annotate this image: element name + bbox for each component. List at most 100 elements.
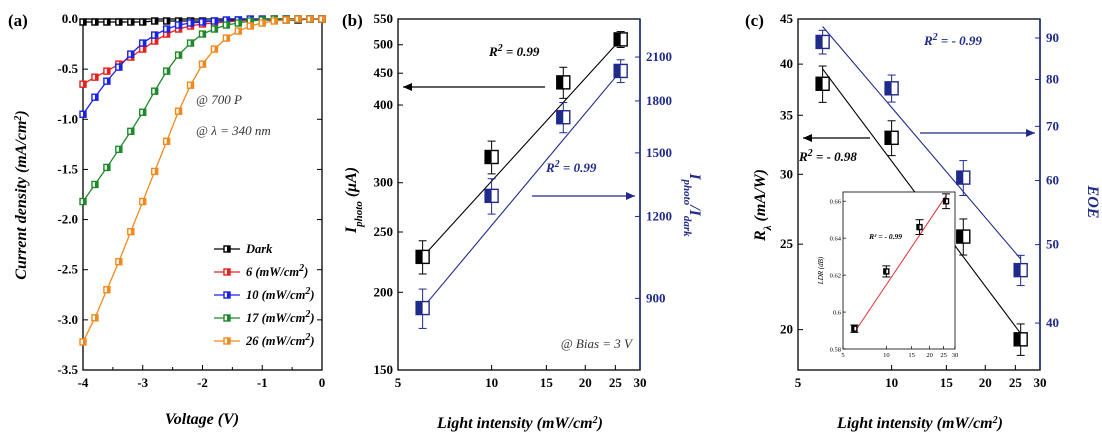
inset-x-tick-label: 5 (841, 352, 844, 359)
series-1-point-fill (94, 74, 98, 81)
x-tick-label: 15 (940, 375, 954, 390)
x-tick-label: -4 (78, 375, 89, 390)
y2-tick-label: 1500 (646, 145, 672, 160)
y-tick-label: 200 (374, 284, 394, 299)
y2-axis-label: EOE (1084, 185, 1101, 219)
y2-tick-label: 50 (1046, 237, 1059, 252)
x-tick-label: -1 (257, 375, 268, 390)
marker-right-fill (956, 171, 964, 185)
inset-frame (842, 191, 956, 350)
series-3-point-fill (83, 198, 86, 205)
y-tick-label: 450 (374, 65, 394, 80)
x-tick-label: 25 (1009, 375, 1023, 390)
inset-y-axis-label: LDR (dB) (817, 256, 825, 285)
series-4-point-fill (154, 168, 158, 175)
series-4-point-fill (262, 20, 266, 27)
arrow-right-axis-head (626, 192, 635, 200)
series-2-point-fill (226, 17, 230, 24)
x-tick-label: 10 (485, 375, 498, 390)
y2-tick-label: 80 (1046, 71, 1059, 86)
x-tick-label: -2 (197, 375, 208, 390)
series-0-point-fill (83, 19, 86, 26)
series-4-point-fill (250, 23, 254, 30)
inset-marker-fill (916, 224, 920, 230)
series-4-point-fill (286, 17, 290, 24)
marker-right-fill (416, 301, 423, 315)
series-1-point-fill (166, 31, 170, 38)
marker-left-fill (1014, 332, 1021, 346)
series-0-point-fill (142, 19, 146, 26)
series-3-point-fill (118, 146, 122, 153)
inset-fit-line (853, 195, 947, 333)
series-3-point-fill (190, 40, 194, 47)
plot-frame (397, 18, 641, 371)
y-axis-label: Rλ (mA/W) (752, 169, 774, 242)
y-tick-label: 150 (374, 362, 394, 377)
y2-tick-label: 900 (646, 290, 666, 305)
arrow-right-axis-head (1026, 129, 1035, 137)
y-tick-label: 250 (374, 224, 394, 239)
series-4-point-fill (130, 228, 134, 235)
y-tick-label: -2.5 (57, 262, 78, 277)
series-2-point-fill (106, 78, 110, 85)
panel-b: (b) 5 10 15 20 25 30 150 200 250 300 400 450 500 550 90… (342, 11, 703, 432)
x-tick-label: -3 (137, 375, 148, 390)
y-tick-label: 300 (374, 175, 394, 190)
series-4-point-fill (238, 28, 242, 35)
y-tick-label: 500 (374, 37, 394, 52)
series-2-point-fill (202, 19, 206, 26)
series-2-point-fill (94, 94, 98, 101)
inset-x-tick-label: 15 (908, 352, 915, 359)
legend-marker-0-fill (227, 246, 230, 252)
legend-label-0: Dark (245, 242, 273, 256)
annotation-r2-left: R2 = - 0.98 (798, 148, 857, 165)
y2-tick-label: 70 (1046, 118, 1059, 133)
y-tick-label: -3.0 (57, 312, 78, 327)
fit-line-right (422, 70, 622, 309)
panel-c: (c) 5 10 15 20 25 30 20 25 30 35 40 45 40 50 60 70 80 90 Li… (745, 11, 1101, 432)
fit-line-left (422, 39, 622, 258)
legend-marker-2-fill (227, 292, 230, 298)
y-tick-label: -2.0 (57, 212, 78, 227)
series-4-point-fill (178, 108, 182, 115)
inset-y-tick-label: 0.66 (830, 199, 842, 206)
marker-left-fill (485, 150, 492, 164)
x-tick-label: 15 (540, 375, 554, 390)
inset-y-tick-label: 0.62 (830, 273, 841, 280)
series-0-point-fill (154, 18, 158, 25)
legend-marker-3-fill (227, 315, 230, 321)
marker-left-fill (956, 230, 964, 244)
arrow-left-axis-head (803, 134, 812, 142)
inset-y-tick-label: 0.58 (830, 347, 841, 354)
series-3-point-fill (166, 68, 170, 75)
x-tick-label: 0 (319, 375, 326, 390)
x-tick-label: 5 (795, 375, 802, 390)
series-1-point-fill (142, 46, 146, 53)
annotation-r2-right: R2 = 0.99 (545, 159, 597, 176)
marker-right-fill (816, 35, 823, 49)
series-4-point-fill (190, 82, 194, 89)
y2-tick-label: 40 (1046, 315, 1059, 330)
series-3-point-fill (94, 181, 98, 188)
legend-marker-1-fill (227, 269, 230, 275)
annotation-power: @ 700 P (196, 92, 242, 107)
marker-right-fill (614, 64, 621, 78)
legend-label-4: 26 (mW/cm2) (245, 332, 315, 349)
y-tick-label: 25 (780, 236, 794, 251)
series-3-point-fill (142, 109, 146, 116)
inset-annotation: R² = - 0.99 (868, 232, 902, 241)
x-tick-label: 30 (634, 375, 647, 390)
x-axis-label: Voltage (V) (165, 411, 239, 428)
y-tick-label: 40 (780, 56, 793, 71)
marker-right-fill (556, 110, 564, 124)
panel-label: (c) (745, 11, 764, 30)
marker-left-fill (885, 131, 892, 145)
series-4-point-fill (166, 138, 170, 145)
marker-right-fill (885, 81, 892, 95)
series-1-point-fill (154, 38, 158, 45)
series-4-point-fill (274, 18, 278, 25)
series-4-point-fill (226, 35, 230, 42)
series-0-point-fill (166, 18, 170, 25)
series-0-point-fill (130, 19, 134, 26)
